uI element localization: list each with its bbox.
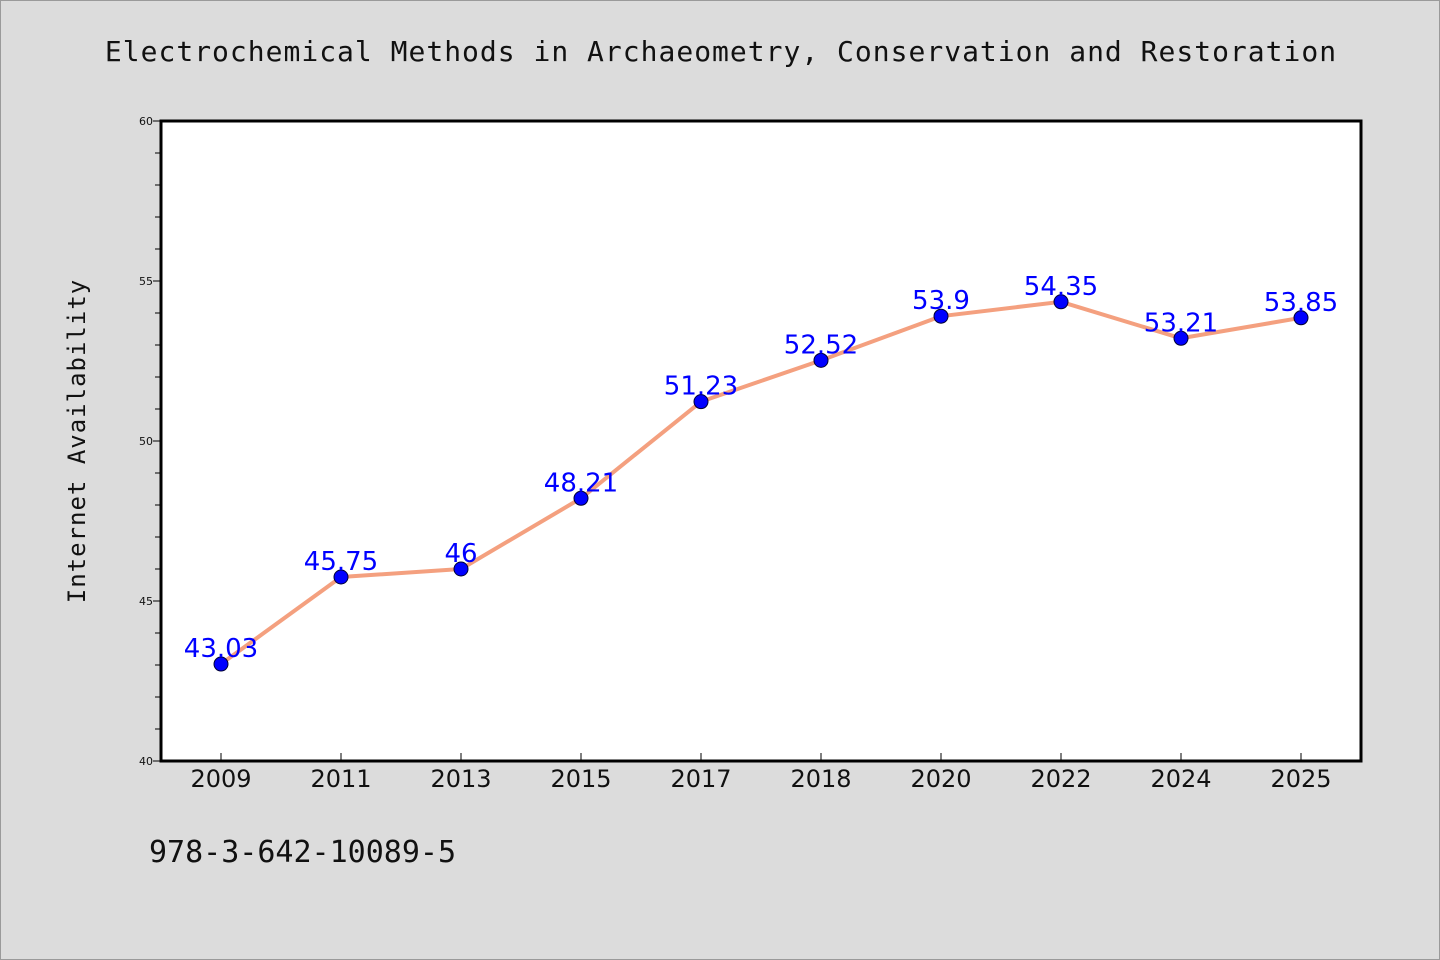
chart-title: Electrochemical Methods in Archaeometry,…	[104, 35, 1338, 68]
data-label: 43.03	[184, 634, 258, 664]
y-axis: 40 45 50 55 60	[139, 115, 161, 768]
x-tick-label: 2017	[670, 765, 731, 793]
data-point	[1293, 310, 1309, 326]
x-tick-label: 2013	[430, 765, 491, 793]
data-point	[333, 569, 349, 585]
y-tick-label: 40	[139, 755, 153, 768]
x-tick-label: 2015	[550, 765, 611, 793]
data-point	[693, 394, 709, 410]
data-label: 51.23	[664, 372, 738, 402]
plot-area	[159, 119, 1363, 763]
data-series	[213, 294, 1309, 672]
y-tick-label: 50	[139, 435, 153, 448]
y-tick-label: 55	[139, 275, 153, 288]
data-label: 48.21	[544, 468, 618, 498]
data-point	[813, 352, 829, 368]
data-label: 52.52	[784, 330, 858, 360]
x-tick-label: 2022	[1030, 765, 1091, 793]
data-label: 53.9	[912, 286, 970, 316]
x-tick-label: 2020	[910, 765, 971, 793]
data-label: 53.85	[1264, 288, 1338, 318]
data-label: 46	[444, 539, 477, 569]
data-point	[1173, 330, 1189, 346]
data-point	[1053, 294, 1069, 310]
x-tick-label: 2018	[790, 765, 851, 793]
x-tick-label: 2011	[310, 765, 371, 793]
data-label: 45.75	[304, 547, 378, 577]
y-tick-label: 45	[139, 595, 153, 608]
data-point	[573, 490, 589, 506]
data-label: 54.35	[1024, 272, 1098, 302]
x-tick-label: 2024	[1150, 765, 1211, 793]
x-axis: 2009 2011 2013 2015 2017 2018 2020 2022 2024 2025	[190, 753, 1332, 793]
data-point	[453, 561, 469, 577]
data-point	[933, 308, 949, 324]
x-tick-label: 2009	[190, 765, 251, 793]
series-line	[219, 299, 1303, 667]
data-point	[213, 656, 229, 672]
footer-code: 978-3-642-10089-5	[149, 835, 457, 870]
data-label: 53.21	[1144, 308, 1218, 338]
y-tick-label: 60	[139, 115, 153, 128]
data-labels: 43.03 45.75 46 48.21 51.23 52.52 53.9 54.35 53.2…	[184, 272, 1338, 664]
x-tick-label: 2025	[1270, 765, 1331, 793]
